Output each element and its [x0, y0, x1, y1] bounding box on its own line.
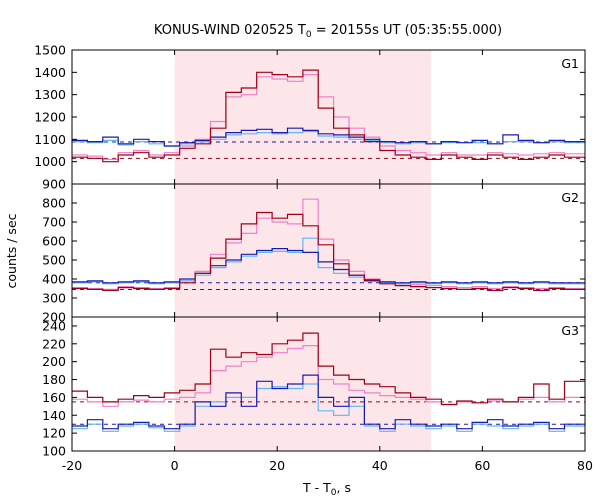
y-tick-label: 240: [42, 318, 66, 333]
series-line: [72, 345, 585, 407]
y-tick-label: 200: [42, 354, 66, 369]
series-line: [72, 198, 585, 290]
y-tick-label: 100: [42, 444, 66, 459]
plot-area: 900100011001200130014001500G120030040050…: [34, 43, 593, 474]
series-line: [72, 383, 585, 432]
x-tick-label: 0: [171, 458, 179, 473]
y-tick-label: 300: [42, 291, 66, 306]
series-line: [72, 69, 585, 163]
x-axis-label: T - T0, s: [302, 480, 351, 498]
x-tick-label: 40: [372, 458, 388, 473]
y-tick-label: 800: [42, 196, 66, 211]
panel-label: G1: [561, 56, 579, 71]
y-tick-label: 1200: [34, 110, 66, 125]
y-tick-label: 120: [42, 426, 66, 441]
series-line: [72, 332, 585, 406]
x-tick-label: 60: [474, 458, 490, 473]
y-tick-label: 1400: [34, 65, 66, 80]
y-tick-label: 160: [42, 390, 66, 405]
x-tick-label: -20: [62, 458, 82, 473]
y-axis-label: counts / sec: [4, 213, 19, 288]
y-tick-label: 220: [42, 336, 66, 351]
series-line: [72, 211, 585, 291]
chart-title-subscript: 0: [306, 30, 312, 40]
panel-frame: [71, 316, 586, 452]
y-tick-label: 1300: [34, 87, 66, 102]
series-line: [72, 127, 585, 147]
x-tick-label: 20: [269, 458, 285, 473]
x-tick-label: 80: [577, 458, 593, 473]
y-tick-label: 900: [42, 177, 66, 192]
y-tick-label: 400: [42, 272, 66, 287]
panel-label: G3: [561, 323, 579, 338]
y-tick-label: 1000: [34, 154, 66, 169]
y-tick-label: 1100: [34, 132, 66, 147]
y-tick-label: 1500: [34, 43, 66, 58]
y-tick-label: 200: [42, 310, 66, 325]
panel-label: G2: [561, 190, 579, 205]
y-tick-label: 700: [42, 215, 66, 230]
y-tick-label: 600: [42, 234, 66, 249]
series-line: [72, 248, 585, 284]
y-tick-label: 180: [42, 372, 66, 387]
y-tick-label: 140: [42, 408, 66, 423]
series-line: [72, 374, 585, 430]
y-tick-label: 500: [42, 253, 66, 268]
chart-title: KONUS-WIND 020525 T0 = 20155s UT (05:35:…: [154, 23, 502, 40]
